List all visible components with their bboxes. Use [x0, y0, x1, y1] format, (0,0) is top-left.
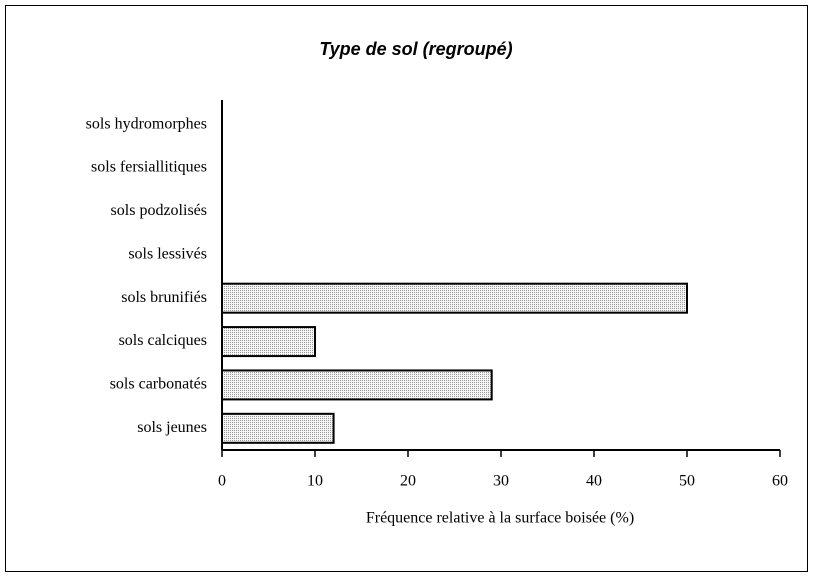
y-tick-label: sols fersiallitiques: [91, 159, 207, 176]
x-tick-label: 0: [218, 473, 226, 490]
y-tick-label: sols jeunes: [137, 419, 207, 436]
x-tick-label: 20: [400, 473, 416, 490]
y-tick-label: sols hydromorphes: [86, 115, 207, 132]
frame: [5, 5, 808, 572]
y-tick-label: sols brunifiés: [121, 289, 207, 306]
x-tick-label: 10: [307, 473, 323, 490]
bar: [221, 282, 688, 314]
y-tick-label: sols carbonatés: [110, 376, 207, 393]
x-tick-label: 30: [493, 473, 509, 490]
chart-title: Type de sol (regroupé): [319, 39, 512, 59]
x-tick-label: 40: [586, 473, 602, 490]
x-axis-label: Fréquence relative à la surface boisée (…: [366, 510, 634, 527]
y-tick-label: sols lessivés: [128, 245, 207, 262]
bar: [221, 326, 316, 358]
x-tick-label: 50: [679, 473, 695, 490]
y-tick-label: sols calciques: [119, 332, 207, 349]
bar: [221, 412, 335, 444]
y-tick-label: sols podzolisés: [111, 202, 207, 219]
x-tick-label: 60: [772, 473, 788, 490]
bar: [221, 369, 493, 401]
